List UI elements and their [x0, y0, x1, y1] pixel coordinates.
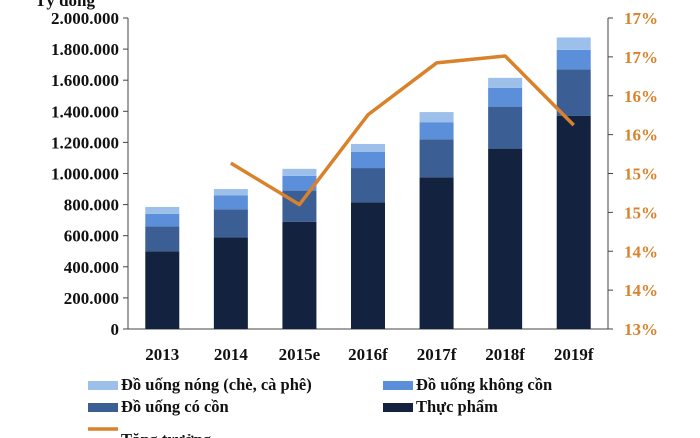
bar-segment — [145, 206, 180, 214]
x-tick-label: 2018f — [485, 345, 525, 364]
legend-swatch — [383, 403, 413, 412]
y2-axis-ticks: 13% 14% 14% 15% 15% 16% 16% 17% 17% — [608, 9, 658, 339]
y2-tick-label: 17% — [624, 9, 658, 28]
bar-segment — [213, 189, 248, 196]
y2-tick-label: 16% — [624, 126, 658, 145]
bar-segment — [419, 177, 454, 329]
y-axis-unit-label: Tỷ đồng — [35, 0, 95, 10]
x-tick-label: 2019f — [554, 345, 594, 364]
bar-segment — [351, 202, 385, 329]
y2-tick-label: 13% — [624, 320, 658, 339]
y2-tick-label: 14% — [624, 281, 658, 300]
bar-segment — [213, 195, 248, 210]
legend-label: Đồ uống nóng (chè, cà phê) — [121, 375, 312, 394]
bar-segment — [351, 143, 385, 152]
legend-swatch — [383, 381, 413, 390]
bar-segment — [488, 77, 523, 88]
y-tick-label: 800.000 — [64, 196, 119, 215]
bar-segment — [488, 148, 523, 329]
bar-segment — [351, 168, 385, 203]
legend-label: Tăng trưởng — [121, 430, 212, 438]
bar-segment — [213, 237, 248, 329]
x-tick-label: 2014 — [214, 345, 249, 364]
legend-label: Thực phẩm — [416, 397, 498, 416]
bar-segment — [419, 112, 454, 123]
y-tick-label: 1.800.000 — [51, 40, 119, 59]
bar-segment — [556, 115, 591, 329]
x-tick-label: 2013 — [145, 345, 179, 364]
growth-line-layer — [229, 54, 575, 207]
bar-segment — [419, 122, 454, 140]
legend-swatch — [88, 381, 118, 390]
y2-tick-label: 14% — [624, 242, 658, 261]
bar-segment — [145, 213, 180, 227]
bar-segment — [282, 221, 317, 329]
x-axis-ticks: 2013 2014 2015e 2016f 2017f 2018f 2019f — [145, 345, 594, 364]
legend: Đồ uống nóng (chè, cà phê) Đồ uống không … — [88, 375, 552, 438]
y-tick-label: 1.400.000 — [51, 102, 119, 121]
legend-label: Đồ uống không cồn — [416, 375, 552, 394]
bar-segment — [282, 175, 317, 191]
bar-segment — [351, 151, 385, 169]
bar-segment — [556, 69, 591, 116]
y2-tick-label: 15% — [624, 165, 658, 184]
y-tick-label: 400.000 — [64, 258, 119, 277]
y-tick-label: 600.000 — [64, 227, 119, 246]
legend-swatch — [88, 403, 118, 412]
growth-line — [229, 54, 575, 207]
legend-label: Đồ uống có cồn — [121, 397, 229, 416]
bar-segment — [145, 226, 180, 252]
bar-segment — [556, 37, 591, 50]
y-tick-label: 1.000.000 — [51, 165, 119, 184]
bar-segment — [556, 49, 591, 70]
x-tick-label: 2016f — [348, 345, 388, 364]
bar-segment — [282, 168, 317, 176]
y2-tick-label: 15% — [624, 203, 658, 222]
bar-segment — [145, 251, 180, 329]
x-tick-label: 2015e — [279, 345, 321, 364]
y-tick-label: 2.000.000 — [51, 9, 119, 28]
y-tick-label: 1.600.000 — [51, 71, 119, 90]
y2-tick-label: 16% — [624, 87, 658, 106]
bar-segment — [488, 87, 523, 107]
y2-tick-label: 17% — [624, 48, 658, 67]
y-tick-label: 200.000 — [64, 289, 119, 308]
y-tick-label: 0 — [111, 320, 120, 339]
y-axis-ticks: 0 200.000 400.000 600.000 800.000 1.000.000 1.… — [51, 9, 128, 339]
bar-segment — [213, 209, 248, 238]
bar-segment — [488, 106, 523, 149]
y-tick-label: 1.200.000 — [51, 133, 119, 152]
bar-segment — [419, 139, 454, 178]
x-tick-label: 2017f — [417, 345, 457, 364]
bars — [145, 37, 591, 329]
